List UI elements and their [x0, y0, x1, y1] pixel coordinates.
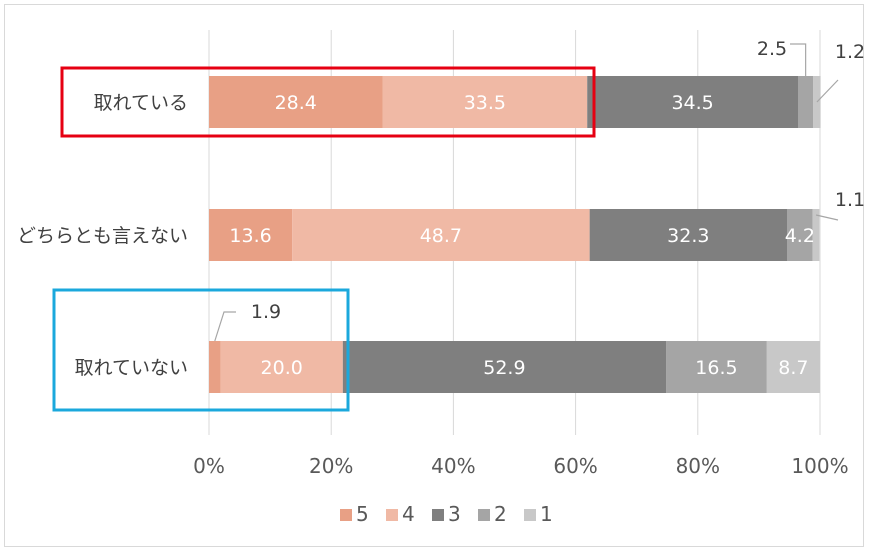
- bar-segment: [666, 341, 767, 393]
- callout-line: [790, 43, 807, 76]
- bar-segment: [382, 76, 588, 128]
- data-label: 32.3: [667, 225, 709, 247]
- data-label: 8.7: [778, 357, 808, 379]
- data-label: 2.5: [757, 38, 787, 60]
- legend-swatch: [524, 509, 536, 521]
- data-label: 4.2: [785, 225, 815, 247]
- data-labels: 28.4 13.6 1.9 33.5 48.7 20.0 34.5 32.3 52.9 2.5 4.…: [214, 38, 865, 379]
- legend-label: 4: [402, 502, 415, 526]
- callout-line: [815, 214, 839, 221]
- data-label: 16.5: [695, 357, 737, 379]
- x-tick-label: 100%: [791, 454, 848, 478]
- category-label: 取れていない: [75, 357, 188, 379]
- data-label: 20.0: [261, 357, 303, 379]
- bar-segment: [812, 209, 820, 261]
- category-label: どちらとも言えない: [17, 225, 188, 247]
- bar-segment: [766, 341, 820, 393]
- highlight-box: [60, 66, 596, 138]
- category-label: 取れている: [94, 92, 188, 114]
- legend-swatch: [478, 509, 490, 521]
- highlight-boxes: [52, 66, 596, 412]
- bar-segment: [292, 209, 590, 261]
- data-label: 28.4: [275, 92, 317, 114]
- data-label: 34.5: [671, 92, 713, 114]
- highlight-box: [52, 288, 350, 412]
- x-tick-label: 40%: [431, 454, 475, 478]
- legend: 5 4 3 2 1: [340, 502, 553, 526]
- bar-segment: [587, 76, 799, 128]
- data-label: 13.6: [229, 225, 271, 247]
- bar-segment: [209, 209, 293, 261]
- data-label: 48.7: [420, 225, 462, 247]
- data-label: 1.2: [835, 41, 865, 63]
- x-tick-label: 80%: [676, 454, 720, 478]
- legend-swatch: [340, 509, 352, 521]
- x-tick-label: 0%: [193, 454, 225, 478]
- legend-swatch: [386, 509, 398, 521]
- data-label: 1.9: [251, 301, 281, 323]
- callout-line: [214, 311, 236, 342]
- callout-line: [816, 79, 839, 103]
- bar-segment: [798, 76, 814, 128]
- bar-segment: [787, 209, 813, 261]
- legend-label: 3: [448, 502, 461, 526]
- legend-swatch: [432, 509, 444, 521]
- data-label: 52.9: [483, 357, 525, 379]
- bar-segment: [342, 341, 667, 393]
- bar-segment: [589, 209, 788, 261]
- bars: [209, 76, 821, 393]
- legend-label: 5: [356, 502, 369, 526]
- bar-segment: [209, 341, 221, 393]
- data-label: 1.1: [835, 189, 865, 211]
- x-tick-label: 60%: [553, 454, 597, 478]
- bar-segment: [220, 341, 343, 393]
- data-label: 33.5: [464, 92, 506, 114]
- chart-frame: [4, 4, 864, 547]
- legend-label: 1: [540, 502, 553, 526]
- legend-label: 2: [494, 502, 507, 526]
- bar-segment: [813, 76, 821, 128]
- x-axis-ticks: 0% 20% 40% 60% 80% 100%: [193, 454, 848, 478]
- x-tick-label: 20%: [309, 454, 353, 478]
- bar-segment: [209, 76, 383, 128]
